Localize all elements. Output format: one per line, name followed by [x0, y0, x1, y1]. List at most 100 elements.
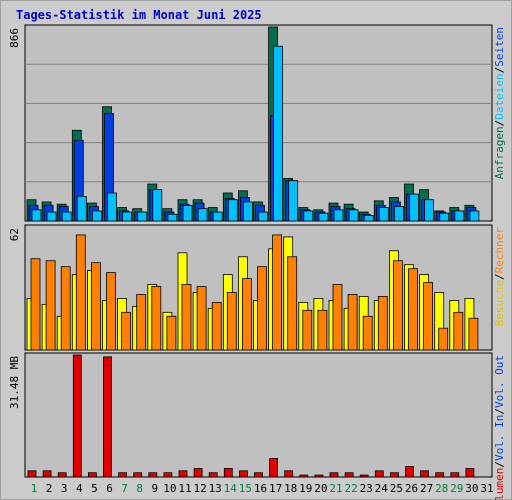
legend-entry: Rechner [493, 227, 506, 274]
bar-rechner-day-1 [30, 258, 41, 351]
x-tick-label-day-20: 20 [314, 482, 327, 495]
legend-entry: / [493, 408, 506, 415]
bar-volumen-day-29 [450, 472, 460, 478]
bar-rechner-day-28 [438, 327, 449, 351]
bar-dateien-day-27 [424, 199, 435, 222]
x-tick-label-day-24: 24 [375, 482, 389, 495]
bar-volumen-day-9 [148, 472, 158, 478]
bar-dateien-day-21 [333, 209, 344, 222]
legend-entry: / [493, 67, 506, 74]
bar-volumen-day-5 [88, 472, 97, 478]
bar-dateien-day-30 [469, 210, 480, 222]
bar-dateien-day-3 [61, 211, 72, 222]
legend-volume: Volumen/Vol. In/Vol. Out [493, 355, 506, 500]
bar-rechner-day-13 [211, 301, 222, 351]
bar-volumen-day-6 [103, 356, 112, 478]
bar-volumen-day-20 [314, 474, 324, 478]
bar-rechner-day-10 [166, 315, 177, 351]
bar-volumen-day-28 [435, 472, 445, 478]
bar-dateien-day-28 [439, 212, 450, 222]
bar-volumen-day-24 [374, 470, 384, 478]
bar-dateien-day-26 [409, 193, 419, 222]
bar-volumen-day-17 [269, 457, 279, 478]
bar-volumen-day-23 [359, 474, 369, 478]
bar-dateien-day-1 [31, 209, 42, 222]
bar-dateien-day-18 [288, 180, 299, 222]
bar-rechner-day-16 [257, 266, 267, 351]
legend-entry: Vol. In [493, 415, 506, 461]
legend-entry: / [493, 120, 506, 127]
bar-volumen-day-8 [133, 472, 143, 478]
bar-rechner-day-30 [468, 317, 479, 351]
bar-rechner-day-9 [151, 286, 162, 351]
y-axis-max-label-hits: 866 [8, 28, 21, 48]
bar-rechner-day-19 [302, 309, 313, 351]
bar-rechner-day-22 [347, 294, 358, 351]
bar-rechner-day-2 [45, 260, 56, 351]
legend-entry: Seiten [493, 27, 506, 67]
x-tick-label-day-14: 14 [224, 482, 238, 495]
bar-volumen-day-13 [208, 472, 218, 478]
bar-volumen-day-21 [329, 472, 339, 478]
bar-volumen-day-22 [344, 472, 354, 478]
bar-dateien-day-25 [393, 206, 404, 222]
bar-dateien-day-9 [152, 189, 163, 222]
bar-dateien-day-17 [273, 45, 284, 222]
x-tick-label-day-12: 12 [193, 482, 206, 495]
bar-rechner-day-14 [226, 292, 237, 351]
bar-rechner-day-6 [106, 272, 116, 351]
bar-rechner-day-15 [241, 278, 252, 351]
bar-volumen-day-12 [193, 468, 203, 478]
bar-volumen-day-30 [465, 468, 475, 478]
bar-dateien-day-8 [137, 211, 148, 222]
bar-rechner-day-29 [453, 311, 464, 351]
bar-volumen-day-11 [178, 470, 188, 478]
bar-volumen-day-4 [72, 354, 82, 478]
x-tick-label-day-8: 8 [136, 482, 143, 495]
bar-rechner-day-24 [377, 296, 388, 351]
bar-rechner-day-3 [60, 266, 71, 351]
bar-dateien-day-24 [378, 207, 389, 222]
bar-dateien-day-12 [197, 208, 208, 222]
bar-volumen-day-14 [223, 468, 233, 478]
bar-dateien-day-13 [212, 211, 223, 222]
bar-rechner-day-20 [317, 309, 328, 351]
legend-entry: / [493, 273, 506, 280]
bar-rechner-day-5 [91, 262, 101, 351]
x-tick-label-day-22: 22 [344, 482, 357, 495]
x-tick-label-day-28: 28 [435, 482, 448, 495]
bar-volumen-day-1 [27, 470, 37, 478]
x-tick-label-day-31: 31 [480, 482, 493, 495]
x-tick-label-day-16: 16 [254, 482, 267, 495]
bar-dateien-day-4 [76, 195, 87, 222]
bar-volumen-day-27 [420, 470, 430, 478]
bar-volumen-day-26 [405, 466, 414, 478]
x-tick-label-day-30: 30 [465, 482, 478, 495]
legend-visits: Besuche/Rechner [493, 227, 506, 327]
bar-dateien-day-14 [227, 199, 238, 222]
legend-entry: Besuche [493, 280, 506, 326]
y-axis-max-label-volume: 31.48 MB [8, 356, 21, 409]
x-tick-label-day-19: 19 [299, 482, 312, 495]
bar-dateien-day-7 [122, 211, 132, 222]
bar-dateien-day-22 [348, 209, 359, 222]
x-tick-label-day-9: 9 [151, 482, 158, 495]
legend-entry: Vol. Out [493, 355, 506, 408]
bar-dateien-day-19 [303, 210, 314, 222]
x-tick-label-day-2: 2 [46, 482, 53, 495]
x-tick-label-day-21: 21 [329, 482, 342, 495]
bar-volumen-day-15 [238, 470, 248, 478]
bar-dateien-day-15 [242, 201, 253, 222]
legend-entry: Anfragen [493, 126, 506, 179]
bar-rechner-day-12 [196, 286, 207, 351]
x-tick-label-day-17: 17 [269, 482, 282, 495]
x-tick-label-day-26: 26 [405, 482, 418, 495]
x-tick-label-day-25: 25 [390, 482, 403, 495]
bar-dateien-day-20 [318, 212, 329, 222]
x-tick-label-day-1: 1 [31, 482, 38, 495]
x-tick-label-day-18: 18 [284, 482, 297, 495]
bar-volumen-day-18 [284, 470, 294, 478]
bar-dateien-day-10 [167, 213, 178, 222]
x-tick-label-day-10: 10 [163, 482, 176, 495]
